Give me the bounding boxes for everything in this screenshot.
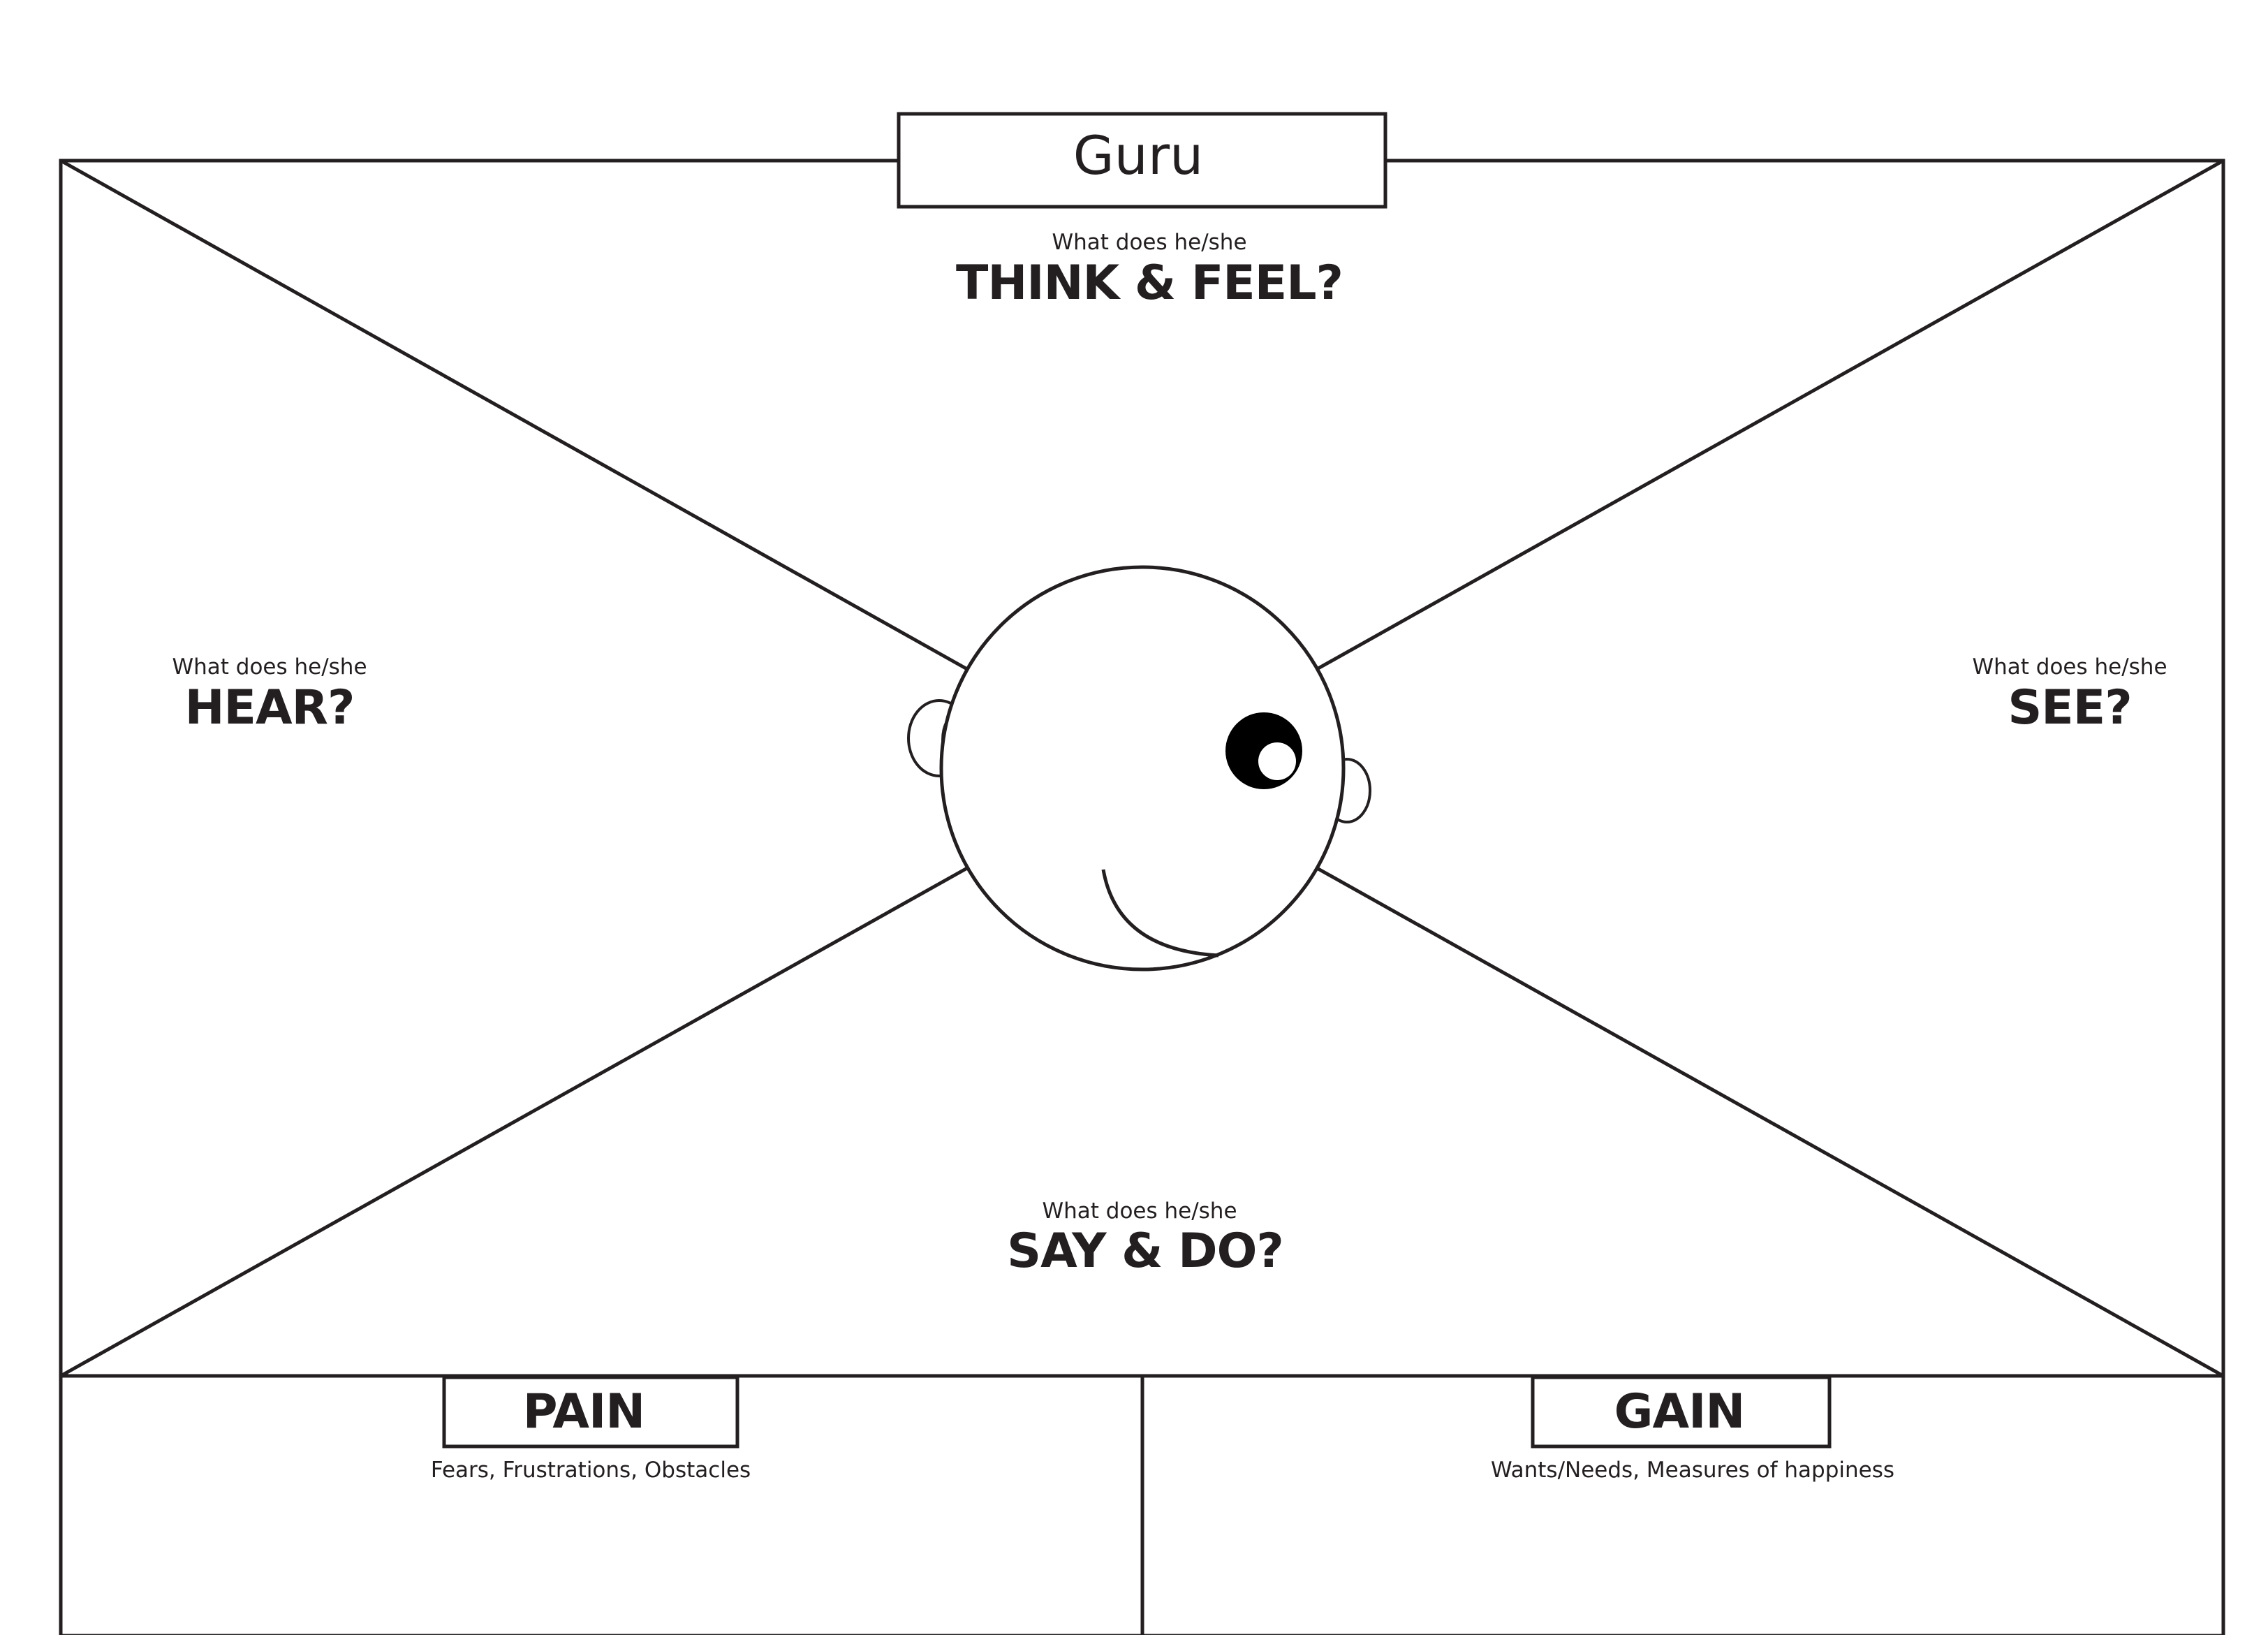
see-question: What does he/she	[1972, 654, 2167, 680]
diagonal-bottom-right	[1316, 866, 2225, 1378]
diagonal-top-left	[59, 159, 969, 671]
head-circle	[939, 565, 1346, 972]
eye-highlight	[1258, 742, 1296, 780]
pain-heading: PAIN	[522, 1384, 645, 1439]
hear-heading: HEAR?	[184, 680, 355, 735]
gain-subtitle: Wants/Needs, Measures of happiness	[1490, 1458, 1895, 1483]
smile-mouth	[1101, 869, 1219, 958]
think-feel-question: What does he/she	[1052, 230, 1247, 255]
hear-question: What does he/she	[172, 654, 367, 680]
page-title: Guru	[1073, 124, 1204, 186]
title-box	[897, 112, 1387, 209]
say-do-question: What does he/she	[1042, 1198, 1237, 1224]
pain-box	[442, 1375, 739, 1449]
pain-subtitle: Fears, Frustrations, Obstacles	[430, 1458, 751, 1483]
head-figure	[907, 565, 1371, 972]
diagonal-bottom-left	[59, 866, 969, 1378]
say-do-heading: SAY & DO?	[1007, 1224, 1284, 1279]
gain-box	[1531, 1375, 1832, 1449]
diagonal-top-right	[1316, 159, 2225, 671]
see-heading: SEE?	[2008, 680, 2132, 735]
gain-heading: GAIN	[1614, 1384, 1746, 1439]
think-feel-heading: THINK & FEEL?	[956, 256, 1343, 311]
